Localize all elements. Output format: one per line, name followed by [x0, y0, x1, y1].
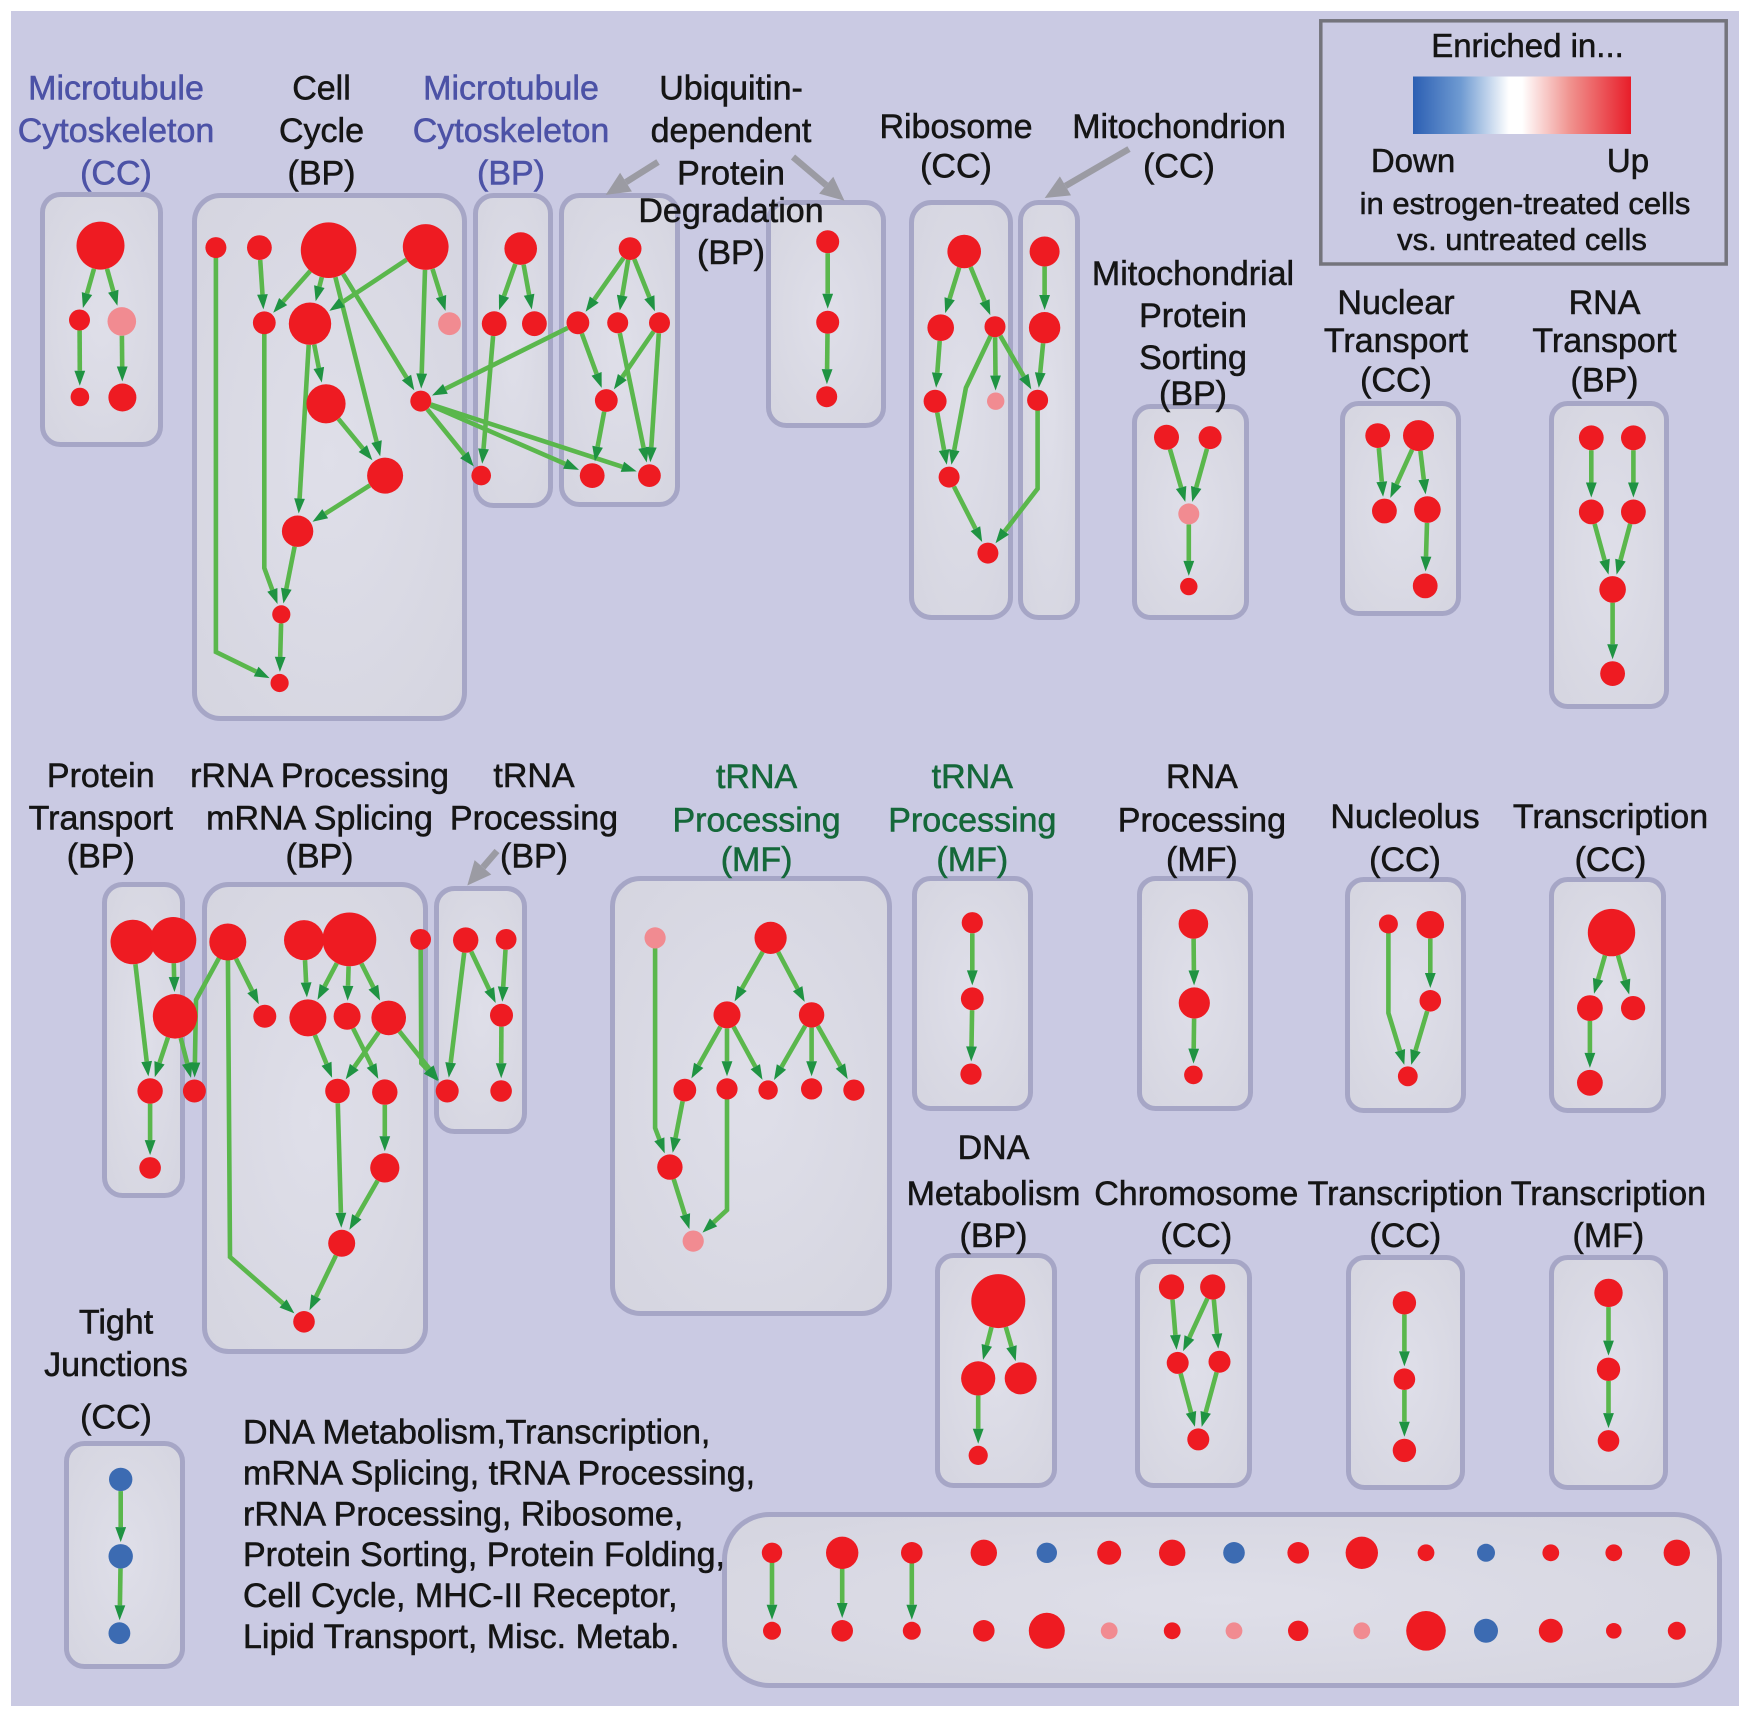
svg-text:(CC): (CC) [1360, 362, 1432, 400]
svg-text:Down: Down [1371, 142, 1455, 179]
svg-text:Metabolism: Metabolism [907, 1175, 1081, 1213]
svg-text:(CC): (CC) [1160, 1217, 1232, 1255]
svg-text:DNA Metabolism,Transcription,: DNA Metabolism,Transcription, [243, 1414, 710, 1452]
svg-text:Processing: Processing [888, 802, 1056, 840]
svg-text:(BP): (BP) [960, 1217, 1028, 1255]
svg-text:RNA: RNA [1569, 284, 1641, 322]
svg-text:Transcription: Transcription [1308, 1175, 1503, 1213]
svg-text:tRNA: tRNA [493, 757, 575, 795]
svg-text:(CC): (CC) [920, 148, 992, 186]
svg-text:Transcription: Transcription [1513, 798, 1708, 836]
svg-text:Transport: Transport [1324, 322, 1469, 360]
svg-text:Cell: Cell [292, 70, 351, 108]
svg-text:tRNA: tRNA [716, 758, 798, 796]
svg-text:Up: Up [1607, 142, 1649, 179]
svg-text:Mitochondrion: Mitochondrion [1072, 108, 1286, 146]
svg-text:(CC): (CC) [1369, 841, 1441, 879]
svg-text:vs. untreated cells: vs. untreated cells [1397, 222, 1647, 257]
svg-text:Processing: Processing [672, 802, 840, 840]
svg-text:Nucleolus: Nucleolus [1330, 798, 1479, 836]
svg-text:Microtubule: Microtubule [28, 70, 204, 108]
svg-text:(BP): (BP) [1159, 375, 1227, 413]
svg-text:Protein Sorting, Protein Foldi: Protein Sorting, Protein Folding, [243, 1536, 725, 1574]
svg-text:(CC): (CC) [1369, 1217, 1441, 1255]
svg-text:Sorting: Sorting [1139, 339, 1247, 377]
svg-text:(BP): (BP) [500, 838, 568, 876]
svg-text:Tight: Tight [79, 1304, 154, 1342]
svg-text:Processing: Processing [450, 800, 618, 838]
svg-text:Mitochondrial: Mitochondrial [1092, 255, 1294, 293]
svg-text:Processing: Processing [1118, 802, 1286, 840]
svg-text:(MF): (MF) [1573, 1217, 1645, 1255]
svg-text:Cycle: Cycle [279, 112, 364, 150]
svg-text:Transport: Transport [1532, 322, 1677, 360]
svg-text:Nuclear: Nuclear [1337, 284, 1454, 322]
svg-text:Microtubule: Microtubule [423, 70, 599, 108]
svg-text:rRNA Processing, Ribosome,: rRNA Processing, Ribosome, [243, 1495, 683, 1533]
svg-text:Transport: Transport [29, 800, 174, 838]
svg-text:(BP): (BP) [1571, 362, 1639, 400]
svg-text:Cytoskeleton: Cytoskeleton [18, 112, 215, 150]
svg-text:(MF): (MF) [936, 841, 1008, 879]
svg-text:RNA: RNA [1166, 758, 1238, 796]
svg-text:(CC): (CC) [80, 1399, 152, 1437]
svg-text:(BP): (BP) [286, 838, 354, 876]
svg-text:Transcription: Transcription [1511, 1175, 1706, 1213]
svg-text:(BP): (BP) [477, 155, 545, 193]
svg-text:(BP): (BP) [288, 155, 356, 193]
svg-text:Cytoskeleton: Cytoskeleton [413, 112, 610, 150]
svg-text:(BP): (BP) [67, 838, 135, 876]
svg-text:Protein: Protein [1139, 297, 1247, 335]
svg-text:(BP): (BP) [697, 234, 765, 272]
svg-text:(MF): (MF) [1166, 841, 1238, 879]
svg-text:Chromosome: Chromosome [1094, 1175, 1298, 1213]
svg-text:Lipid Transport, Misc. Metab.: Lipid Transport, Misc. Metab. [243, 1618, 680, 1656]
svg-text:mRNA Splicing, tRNA Processing: mRNA Splicing, tRNA Processing, [243, 1454, 755, 1492]
svg-text:(CC): (CC) [1143, 148, 1215, 186]
svg-text:tRNA: tRNA [932, 758, 1014, 796]
svg-text:Ribosome: Ribosome [879, 108, 1032, 146]
svg-text:in estrogen-treated cells: in estrogen-treated cells [1360, 186, 1691, 221]
svg-text:Junctions: Junctions [44, 1346, 188, 1384]
svg-text:DNA: DNA [958, 1129, 1030, 1167]
svg-text:dependent: dependent [651, 112, 812, 150]
svg-text:mRNA Splicing: mRNA Splicing [206, 800, 433, 838]
svg-text:Degradation: Degradation [638, 192, 823, 230]
svg-text:Ubiquitin-: Ubiquitin- [659, 70, 803, 108]
svg-text:Cell Cycle, MHC-II Receptor,: Cell Cycle, MHC-II Receptor, [243, 1577, 678, 1615]
svg-text:(MF): (MF) [721, 841, 793, 879]
svg-text:Enriched in...: Enriched in... [1431, 27, 1624, 64]
svg-text:rRNA Processing: rRNA Processing [190, 757, 449, 795]
svg-text:Protein: Protein [677, 155, 785, 193]
svg-text:(CC): (CC) [80, 155, 152, 193]
svg-text:(CC): (CC) [1575, 841, 1647, 879]
svg-text:Protein: Protein [47, 757, 155, 795]
